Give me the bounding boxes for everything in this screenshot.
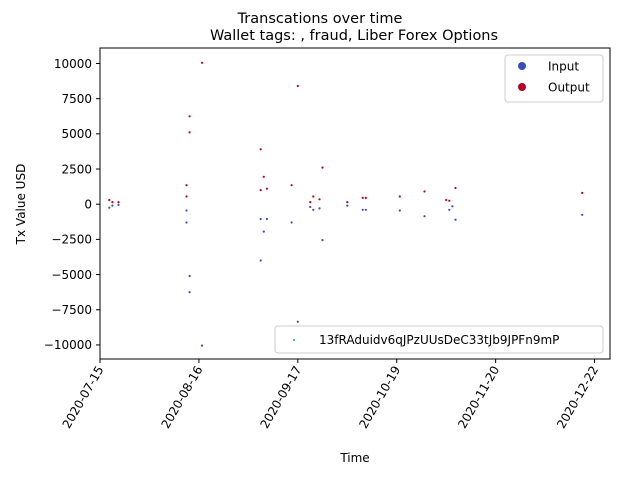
- output-point-5: [188, 131, 191, 134]
- output-point-10: [262, 175, 265, 178]
- output-point-25: [454, 186, 457, 190]
- output-point-11: [265, 187, 268, 190]
- y-tick-label-0: −10000: [44, 338, 92, 352]
- input-point-6: [188, 291, 191, 294]
- chart-subtitle: Wallet tags: , fraud, Liber Forex Option…: [210, 28, 498, 44]
- y-axis-ticks: −10000 −7500 −5000 −2500 0 2500 5000 7500 10000: [44, 57, 100, 352]
- output-point-3: [185, 184, 188, 187]
- output-point-20: [364, 196, 367, 199]
- y-axis-label: Tx Value USD: [14, 164, 28, 246]
- legend-output-marker: [518, 83, 526, 91]
- chart-title: Transcations over time: [237, 11, 403, 27]
- input-point-14: [309, 205, 312, 209]
- output-point-23: [445, 198, 448, 202]
- input-point-8: [259, 217, 262, 221]
- output-point-22: [423, 190, 426, 193]
- x-axis-label: Time: [339, 451, 369, 465]
- legend-box-2: [274, 325, 604, 354]
- input-point-15: [312, 208, 315, 211]
- y-tick-label-7: 7500: [61, 92, 92, 106]
- input-point-24: [451, 205, 454, 208]
- input-point-1: [111, 204, 114, 207]
- legend-input-marker: [518, 62, 526, 70]
- output-point-14: [309, 201, 312, 204]
- y-tick-label-5: 2500: [61, 162, 92, 176]
- output-point-15: [312, 195, 315, 198]
- input-point-20: [364, 208, 367, 211]
- legend-top: Input Output: [504, 54, 604, 103]
- output-point-19: [361, 196, 364, 199]
- input-point-16: [318, 207, 321, 210]
- legend-output-label: Output: [548, 81, 590, 95]
- output-point-9: [259, 148, 262, 151]
- legend-bottom: 13fRAduidv6qJPzUUsDeC33tJb9JPFn9mP: [274, 325, 604, 354]
- y-tick-label-3: −2500: [51, 233, 92, 247]
- plot-frame: [99, 47, 611, 360]
- y-tick-label-8: 10000: [54, 57, 92, 71]
- output-point-26: [581, 191, 584, 194]
- output-point-0: [108, 198, 111, 202]
- output-point-4: [185, 195, 188, 198]
- input-point-22: [423, 215, 426, 218]
- input-point-3: [185, 221, 188, 224]
- data-points: [108, 61, 584, 347]
- legend-address-label: 13fRAduidv6qJPzUUsDeC33tJb9JPFn9mP: [319, 333, 559, 347]
- legend-box: [504, 54, 604, 103]
- y-tick-label-6: 5000: [61, 127, 92, 141]
- output-point-13: [296, 84, 299, 88]
- legend-address-marker: [293, 339, 295, 341]
- output-point-16: [318, 198, 321, 201]
- input-point-9: [259, 259, 262, 262]
- output-point-2: [117, 201, 120, 204]
- input-point-23: [448, 208, 451, 211]
- input-point-2: [117, 203, 120, 206]
- output-point-24: [448, 199, 451, 202]
- input-point-19: [361, 208, 364, 211]
- input-point-5: [188, 274, 191, 278]
- y-tick-label-2: −5000: [51, 268, 92, 282]
- output-point-1: [111, 201, 114, 204]
- input-point-4: [185, 209, 188, 212]
- output-point-17: [321, 166, 324, 169]
- output-point-6: [188, 115, 191, 118]
- input-point-0: [108, 206, 111, 209]
- output-point-12: [290, 184, 293, 187]
- y-tick-label-1: −7500: [51, 303, 92, 317]
- input-point-12: [290, 221, 293, 224]
- output-point-7: [200, 61, 204, 64]
- output-point-18: [346, 201, 349, 204]
- input-point-10: [262, 230, 265, 233]
- legend-input-label: Input: [548, 60, 579, 74]
- y-tick-label-4: 0: [84, 198, 92, 212]
- output-point-8: [259, 189, 262, 192]
- input-point-25: [454, 218, 457, 221]
- input-point-17: [321, 239, 324, 242]
- input-point-11: [265, 217, 268, 221]
- input-point-21: [398, 209, 401, 212]
- input-point-13: [296, 320, 299, 323]
- input-point-7: [200, 344, 204, 347]
- input-point-26: [581, 213, 584, 216]
- input-point-18: [346, 204, 349, 207]
- output-point-21: [398, 195, 401, 198]
